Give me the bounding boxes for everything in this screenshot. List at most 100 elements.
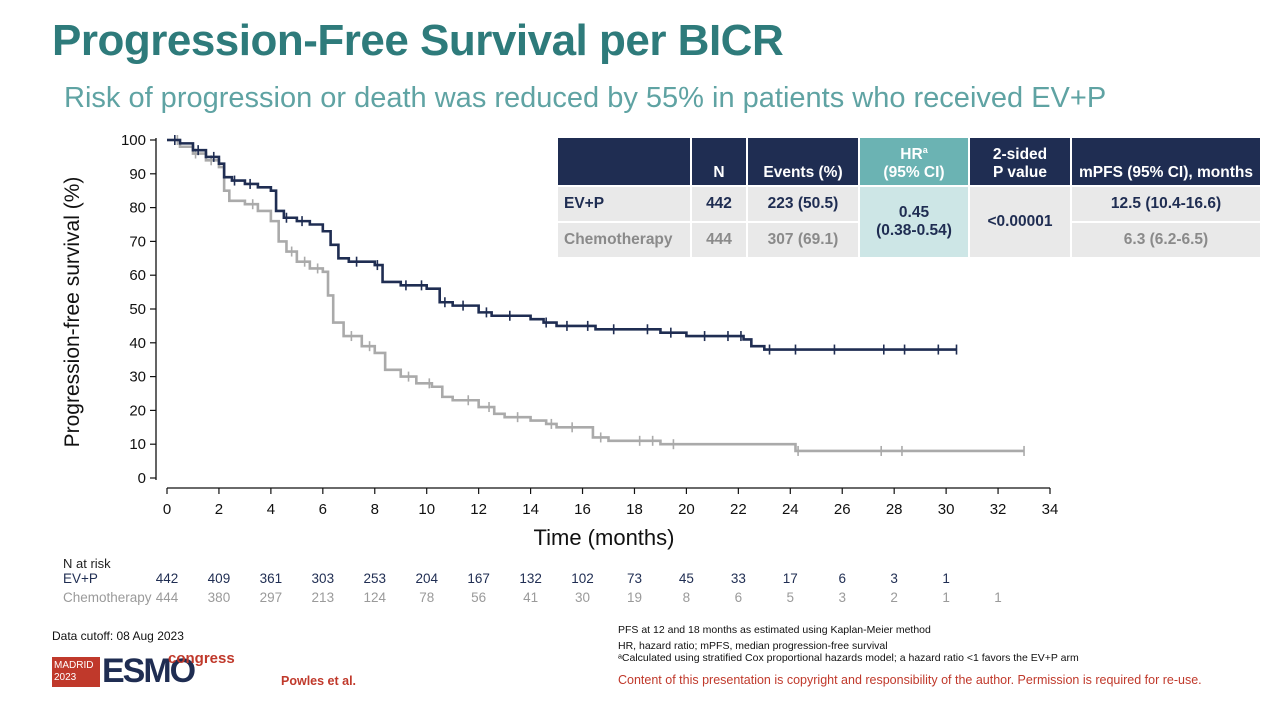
risk-count-chemo: 124: [363, 590, 387, 605]
x-axis-label: Time (months): [534, 525, 675, 550]
risk-count-chemo: 6: [734, 590, 743, 605]
risk-count-evp: 3: [890, 571, 898, 586]
x-tick-label: 16: [574, 501, 591, 518]
risk-count-chemo: 41: [523, 590, 539, 605]
risk-count-evp: 45: [678, 571, 694, 586]
x-tick-label: 10: [418, 501, 435, 518]
x-tick-label: 30: [938, 501, 955, 518]
y-tick-label: 80: [129, 200, 146, 217]
x-tick-label: 20: [678, 501, 695, 518]
x-tick-label: 14: [522, 501, 539, 518]
footnote-3: ᵃCalculated using stratified Cox proport…: [618, 652, 1079, 664]
table-row-evp: EV+P 442 223 (50.5) 0.45 (0.38-0.54) <0.0…: [558, 187, 1260, 257]
risk-count-evp: 167: [467, 571, 490, 586]
risk-count-evp: 361: [259, 571, 283, 586]
risk-count-chemo: 1: [942, 590, 950, 605]
risk-count-chemo: 78: [419, 590, 435, 605]
slide-title: Progression-Free Survival per BICR: [52, 16, 784, 65]
header-mpfs: mPFS (95% CI), months: [1072, 138, 1260, 185]
risk-count-evp: 253: [363, 571, 387, 586]
series-line-chemotherapy: [167, 138, 1025, 453]
risk-count-evp: 33: [730, 571, 746, 586]
mpfs-value: 6.3 (6.2-6.5): [1072, 223, 1260, 257]
logo-congress: congress: [168, 650, 235, 667]
y-tick-label: 40: [129, 335, 146, 352]
logo-city-box: MADRID 2023: [52, 657, 100, 687]
esmo-logo: MADRID 2023 ESMO congress: [52, 650, 235, 690]
arm-label: EV+P: [558, 187, 690, 221]
table-row-chemo: Chemotherapy 444 307 (69.1) 6.3 (6.2-6.5…: [558, 223, 1260, 257]
n-value: 442: [692, 187, 746, 221]
x-tick-label: 32: [990, 501, 1007, 518]
stats-table: N Events (%) HRa (95% CI) 2-sided P value…: [556, 136, 1262, 259]
copyright-notice: Content of this presentation is copyrigh…: [618, 673, 1202, 687]
y-tick-label: 70: [129, 233, 146, 250]
mpfs-value: 12.5 (10.4-16.6): [1072, 187, 1260, 221]
risk-table-title: N at risk: [63, 556, 111, 571]
y-tick-label: 0: [138, 470, 146, 487]
y-tick-label: 90: [129, 166, 146, 183]
risk-count-chemo: 56: [471, 590, 487, 605]
risk-count-chemo: 2: [890, 590, 898, 605]
risk-count-evp: 303: [311, 571, 335, 586]
y-tick-label: 100: [121, 132, 146, 149]
x-tick-label: 24: [782, 501, 799, 518]
author-credit: Powles et al.: [281, 674, 357, 688]
y-tick-label: 30: [129, 369, 146, 386]
risk-count-chemo: 19: [626, 590, 642, 605]
risk-count-chemo: 444: [155, 590, 179, 605]
risk-count-evp: 1: [942, 571, 950, 586]
risk-count-evp: 17: [782, 571, 798, 586]
x-tick-label: 2: [215, 501, 223, 518]
arm-label: Chemotherapy: [558, 223, 690, 257]
risk-count-evp: 6: [838, 571, 846, 586]
y-tick-label: 10: [129, 436, 146, 453]
logo-brand: ESMO: [102, 652, 196, 690]
x-tick-label: 0: [163, 501, 171, 518]
n-value: 444: [692, 223, 746, 257]
risk-count-evp: 409: [207, 571, 231, 586]
header-n: N: [692, 138, 746, 185]
hr-value: 0.45 (0.38-0.54): [860, 187, 968, 257]
risk-label-chemo: Chemotherapy: [63, 590, 152, 605]
risk-count-evp: 442: [155, 571, 179, 586]
y-tick-label: 20: [129, 402, 146, 419]
risk-count-chemo: 5: [786, 590, 795, 605]
x-tick-label: 26: [834, 501, 851, 518]
risk-count-evp: 73: [626, 571, 642, 586]
risk-count-evp: 204: [415, 571, 438, 586]
header-hr: HRa (95% CI): [860, 138, 968, 185]
risk-count-chemo: 30: [575, 590, 591, 605]
risk-count-chemo: 380: [207, 590, 231, 605]
x-tick-label: 28: [886, 501, 903, 518]
risk-count-chemo: 1: [994, 590, 1002, 605]
risk-count-evp: 132: [519, 571, 542, 586]
risk-count-evp: 102: [571, 571, 594, 586]
y-tick-label: 60: [129, 267, 146, 284]
risk-label-evp: EV+P: [63, 571, 98, 586]
risk-count-chemo: 3: [838, 590, 846, 605]
chart-curves: [167, 135, 1025, 456]
events-value: 223 (50.5): [748, 187, 858, 221]
x-tick-label: 22: [730, 501, 747, 518]
x-tick-label: 18: [626, 501, 643, 518]
y-axis-label: Progression-free survival (%): [61, 177, 84, 448]
series-line-ev-p: [167, 138, 957, 351]
header-events: Events (%): [748, 138, 858, 185]
x-tick-label: 4: [267, 501, 275, 518]
events-value: 307 (69.1): [748, 223, 858, 257]
p-value: <0.00001: [970, 187, 1070, 257]
header-blank: [558, 138, 690, 185]
risk-count-chemo: 297: [259, 590, 283, 605]
x-tick-label: 12: [470, 501, 487, 518]
slide-subtitle: Risk of progression or death was reduced…: [64, 82, 1107, 114]
header-p: 2-sided P value: [970, 138, 1070, 185]
footnote-2: HR, hazard ratio; mPFS, median progressi…: [618, 640, 888, 652]
x-tick-label: 34: [1042, 501, 1059, 518]
x-tick-label: 6: [319, 501, 327, 518]
data-cutoff: Data cutoff: 08 Aug 2023: [52, 629, 184, 643]
y-tick-label: 50: [129, 301, 146, 318]
risk-count-chemo: 8: [682, 590, 691, 605]
